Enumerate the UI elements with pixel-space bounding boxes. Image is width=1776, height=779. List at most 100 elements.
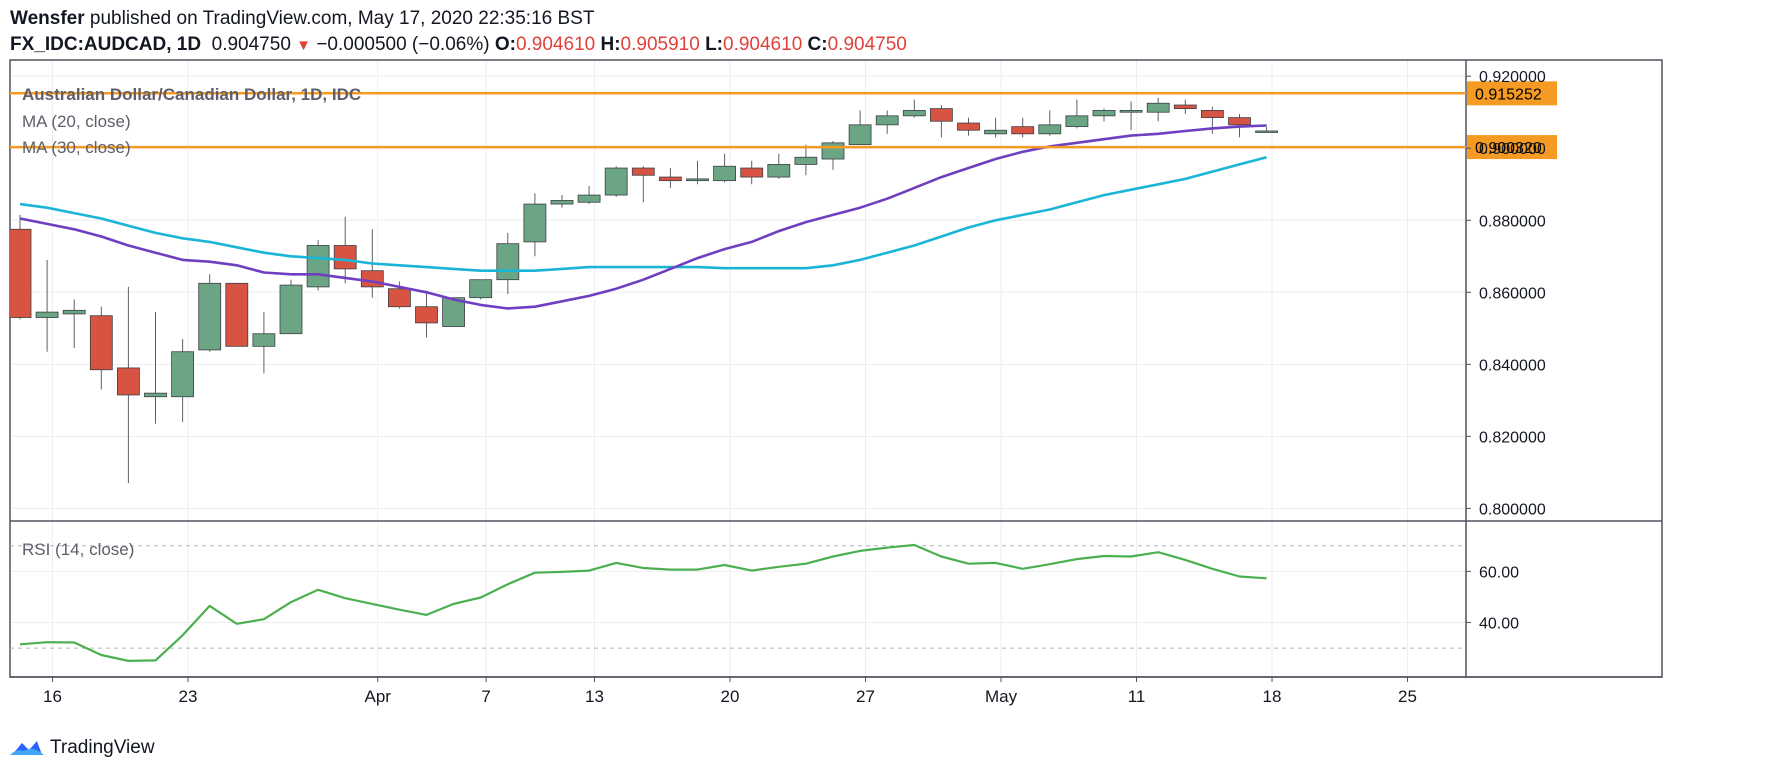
rsi-tick-label: 60.00 — [1479, 564, 1519, 581]
chart-title: Australian Dollar/Canadian Dollar, 1D, I… — [22, 85, 361, 104]
candle-body — [1173, 104, 1197, 110]
candle-body — [1011, 126, 1035, 135]
time-tick-label: Apr — [364, 687, 391, 706]
candle-body — [523, 203, 547, 243]
price-tick-label: 0.880000 — [1479, 213, 1546, 230]
candle-body — [1255, 130, 1278, 133]
open-value: 0.904610 — [515, 34, 596, 55]
candle-body — [252, 333, 276, 347]
high-value: 0.905910 — [620, 34, 700, 55]
symbol-name: FX_IDC:AUDCAD, 1D — [10, 34, 202, 55]
candle-body — [1065, 115, 1089, 128]
time-tick-label: May — [985, 687, 1018, 706]
price-tick-label: 0.920000 — [1479, 69, 1546, 86]
candle-body — [713, 165, 736, 182]
candle-body — [875, 115, 899, 126]
candle-body — [767, 164, 791, 178]
candle-body — [415, 306, 438, 324]
candle-body — [1038, 124, 1062, 135]
author-name[interactable]: Wensfer — [10, 8, 85, 29]
candle-body — [62, 309, 86, 315]
brand-name: TradingView — [50, 737, 155, 758]
candle-body — [198, 282, 222, 351]
candles — [10, 97, 1278, 484]
candle-body — [984, 129, 1007, 135]
symbol-legend: FX_IDC:AUDCAD, 1D 0.904750 ▼ −0.000500 (… — [10, 34, 907, 56]
candle-body — [333, 245, 357, 270]
candle-body — [225, 282, 249, 347]
time-tick-label: 27 — [856, 687, 875, 706]
time-tick-label: 25 — [1398, 687, 1417, 706]
candle-body — [848, 124, 872, 146]
candle-body — [117, 367, 140, 396]
candle-body — [1092, 110, 1116, 117]
time-tick-label: 13 — [585, 687, 604, 706]
rsi-pane — [10, 543, 1466, 663]
candle-body — [387, 288, 411, 308]
candle-body — [144, 392, 167, 398]
candle-body — [659, 176, 682, 182]
price-label-badge — [1467, 135, 1557, 160]
candle-body — [902, 110, 926, 117]
candle-body — [35, 311, 59, 318]
low-value: 0.904610 — [723, 34, 803, 55]
rsi-line — [19, 543, 1267, 663]
candle-body — [469, 279, 493, 299]
low-label: L: — [705, 34, 724, 55]
price-tick-label: 0.800000 — [1479, 501, 1546, 518]
candle-body — [89, 315, 113, 371]
time-tick-label: 23 — [179, 687, 198, 706]
ma20-line — [19, 124, 1267, 310]
candle-body — [360, 270, 384, 288]
candle-body — [740, 167, 764, 178]
candle-body — [1201, 110, 1224, 119]
candle-body — [1146, 102, 1170, 113]
candle-body — [496, 243, 520, 281]
candle-body — [550, 200, 574, 205]
grid-lines — [10, 60, 1466, 677]
candle-body — [279, 284, 303, 335]
candle-body — [1228, 117, 1251, 126]
down-arrow-icon: ▼ — [296, 37, 312, 54]
candle-body — [957, 122, 980, 131]
price-tick-label: 0.900000 — [1479, 141, 1546, 158]
price-label-badge — [1467, 81, 1557, 106]
candle-body — [930, 108, 953, 122]
candle-body — [306, 245, 330, 288]
time-tick-label: 11 — [1128, 687, 1146, 706]
price-change: −0.000500 (−0.06%) — [316, 34, 490, 55]
tradingview-logo-icon — [10, 741, 44, 755]
price-label-value: 0.900320 — [1475, 140, 1542, 157]
rsi-title: RSI (14, close) — [22, 540, 134, 559]
candle-body — [10, 228, 32, 318]
candle-body — [794, 156, 818, 165]
candle-body — [686, 178, 709, 182]
rsi-tick-label: 40.00 — [1479, 616, 1519, 633]
price-label-value: 0.915252 — [1475, 86, 1542, 103]
price-tick-label: 0.860000 — [1479, 285, 1546, 302]
price-tick-label: 0.820000 — [1479, 429, 1546, 446]
candle-body — [604, 167, 628, 196]
last-price: 0.904750 — [211, 34, 291, 55]
time-tick-label: 20 — [721, 687, 740, 706]
time-tick-label: 18 — [1263, 687, 1282, 706]
ma30-line — [19, 155, 1267, 273]
high-label: H: — [600, 34, 621, 55]
candle-body — [577, 194, 601, 203]
candle-body — [442, 297, 466, 327]
candle-body — [821, 142, 845, 160]
price-tick-label: 0.840000 — [1479, 357, 1546, 374]
close-value: 0.904750 — [827, 34, 907, 55]
candle-body — [631, 167, 655, 176]
footer-brand[interactable]: TradingView — [10, 737, 155, 759]
open-label: O: — [494, 34, 516, 55]
candle-body — [171, 351, 195, 398]
close-label: C: — [807, 34, 828, 55]
published-text: published on TradingView.com, May 17, 20… — [89, 8, 595, 29]
indicator-label: MA (20, close) — [22, 112, 131, 131]
candle-body — [1119, 110, 1143, 113]
indicator-label: MA (30, close) — [22, 138, 131, 157]
publish-info: Wensfer published on TradingView.com, Ma… — [10, 8, 594, 30]
time-tick-label: 16 — [43, 687, 62, 706]
